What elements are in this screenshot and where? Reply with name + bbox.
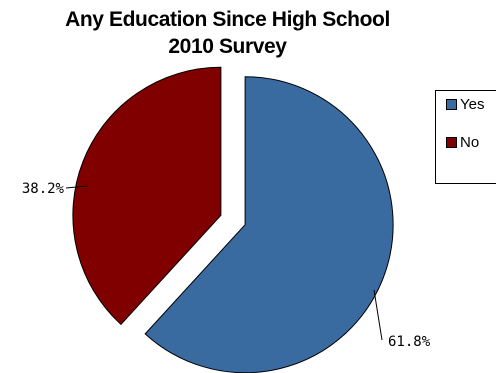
data-label-no: 38.2%	[22, 181, 65, 197]
legend-item-no: No	[446, 133, 479, 151]
legend-item-yes: Yes	[446, 95, 484, 113]
legend: Yes No	[435, 90, 496, 184]
slice-yes	[144, 76, 394, 373]
legend-label-no: No	[460, 133, 480, 151]
legend-swatch-yes	[446, 98, 457, 110]
leader-line-no	[65, 185, 89, 189]
data-label-yes: 61.8%	[388, 334, 431, 350]
slice-no	[72, 66, 222, 326]
chart-title-line-1: Any Education Since High School	[65, 8, 390, 31]
chart-title: Any Education Since High School 2010 Sur…	[0, 6, 455, 60]
legend-swatch-no	[446, 136, 457, 148]
leader-line-yes	[373, 289, 383, 341]
legend-label-yes: Yes	[460, 95, 485, 113]
chart-title-line-2: 2010 Survey	[168, 35, 287, 58]
